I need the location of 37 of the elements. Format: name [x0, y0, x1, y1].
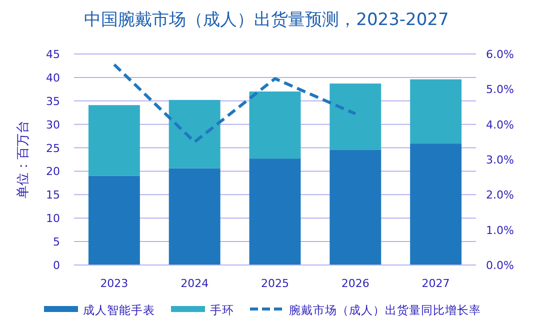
y-tick-label: 20: [46, 165, 60, 178]
y-tick-label: 35: [46, 94, 60, 108]
y-tick-label: 5: [53, 236, 60, 249]
bar: [88, 105, 140, 176]
legend-label: 腕戴市场（成人）出货量同比增长率: [289, 303, 481, 317]
bar: [410, 144, 462, 265]
y2-tick-label: 4.0%: [486, 118, 514, 132]
chart-title: 中国腕戴市场（成人）出货量预测，2023-2027: [84, 10, 449, 30]
y2-tick-label: 5.0%: [486, 83, 514, 96]
bar: [249, 92, 301, 159]
legend-label: 成人智能手表: [83, 303, 155, 317]
bar: [330, 84, 382, 150]
y-tick-label: 25: [46, 142, 60, 155]
y-tick-label: 0: [53, 259, 60, 272]
bar: [88, 176, 140, 265]
x-tick-label: 2026: [341, 277, 370, 290]
y-tick-label: 45: [46, 48, 60, 61]
x-tick-label: 2025: [261, 277, 289, 290]
y2-tick-label: 6.0%: [486, 48, 514, 61]
bar: [410, 79, 462, 144]
y2-tick-label: 0.0%: [486, 259, 514, 272]
y2-tick-label: 3.0%: [486, 154, 514, 166]
y2-tick-label: 2.0%: [486, 188, 514, 202]
y2-tick-label: 1.0%: [486, 224, 514, 237]
bar: [168, 100, 220, 168]
x-tick-label: 2023: [100, 277, 128, 290]
y-tick-label: 30: [46, 118, 60, 132]
bar: [249, 158, 301, 265]
x-tick-label: 2024: [180, 277, 209, 290]
bar: [330, 150, 382, 265]
bar: [168, 168, 220, 265]
y-tick-label: 15: [46, 188, 60, 202]
y-axis-title: 单位：百万台: [16, 120, 31, 198]
x-tick-label: 2027: [422, 277, 450, 290]
legend-label: 手环: [210, 303, 234, 317]
y-tick-label: 40: [46, 71, 60, 84]
y-tick-label: 10: [46, 212, 60, 226]
